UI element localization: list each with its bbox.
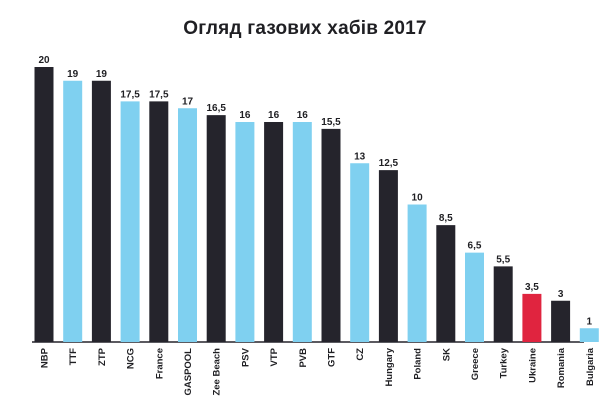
bar-poland: [407, 204, 427, 342]
category-label-bulgaria: Bulgaria: [585, 347, 596, 386]
bar-turkey: [493, 266, 513, 343]
value-label-hungary: 12,5: [379, 158, 399, 169]
category-label-sk: SK: [441, 348, 452, 361]
bar-vtp: [264, 122, 284, 342]
bar-bulgaria: [579, 328, 599, 342]
value-label-bulgaria: 1: [587, 316, 593, 327]
value-label-ttf: 19: [67, 69, 79, 80]
bars-group: [34, 67, 599, 343]
bar-ncg: [120, 101, 140, 343]
value-label-france: 17,5: [149, 89, 169, 100]
category-label-ncg: NCG: [126, 348, 137, 369]
bar-ztp: [91, 80, 111, 342]
bar-ukraine: [522, 293, 542, 343]
category-label-psv: PSV: [240, 347, 251, 367]
bar-zee-beach: [206, 115, 226, 343]
value-label-ncg: 17,5: [120, 89, 140, 100]
category-labels-group: NBP TTF ZTP NCG France GASPOOL Zee Beach PSV VTP…: [40, 347, 596, 395]
bar-hungary: [378, 170, 398, 343]
category-label-gtf: GTF: [327, 348, 338, 367]
chart-title: Огляд газових хабів 2017: [183, 18, 427, 39]
value-label-nbp: 20: [38, 55, 50, 66]
category-label-zee-beach: Zee Beach: [212, 348, 223, 396]
bar-pvb: [292, 122, 312, 342]
value-label-greece: 6,5: [468, 241, 482, 252]
value-label-sk: 8,5: [439, 213, 453, 224]
value-label-zee-beach: 16,5: [206, 103, 226, 114]
value-label-poland: 10: [412, 193, 424, 204]
bar-nbp: [34, 67, 54, 342]
bar-ttf: [63, 80, 83, 342]
category-label-greece: Greece: [470, 348, 481, 380]
value-label-turkey: 5,5: [496, 254, 510, 265]
category-label-cz: CZ: [355, 348, 366, 361]
bar-france: [149, 101, 169, 343]
category-label-france: France: [154, 348, 165, 379]
value-label-ukraine: 3,5: [525, 282, 539, 293]
bar-cz: [350, 163, 370, 342]
value-label-pvb: 16: [297, 110, 309, 121]
category-label-ukraine: Ukraine: [527, 348, 538, 383]
bar-gaspool: [178, 108, 197, 342]
bar-sk: [436, 225, 456, 343]
value-label-cz: 13: [354, 151, 366, 162]
category-label-hungary: Hungary: [384, 347, 395, 386]
bar-greece: [465, 252, 484, 343]
value-label-vtp: 16: [268, 110, 280, 121]
category-label-pvb: PVB: [298, 348, 309, 368]
category-label-poland: Poland: [413, 348, 424, 380]
value-label-gtf: 15,5: [321, 117, 341, 128]
category-label-vtp: VTP: [269, 347, 280, 366]
category-label-gaspool: GASPOOL: [183, 348, 194, 396]
category-label-romania: Romania: [556, 347, 567, 388]
value-label-ztp: 19: [96, 69, 108, 80]
bar-gtf: [321, 128, 341, 343]
bar-psv: [235, 122, 255, 342]
category-label-ztp: ZTP: [97, 347, 108, 366]
category-label-nbp: NBP: [40, 347, 51, 368]
value-label-gaspool: 17: [182, 96, 194, 107]
category-label-ttf: TTF: [68, 348, 79, 366]
value-label-psv: 16: [239, 110, 251, 121]
category-label-turkey: Turkey: [499, 347, 510, 378]
value-label-romania: 3: [558, 289, 564, 300]
bar-romania: [551, 300, 571, 342]
